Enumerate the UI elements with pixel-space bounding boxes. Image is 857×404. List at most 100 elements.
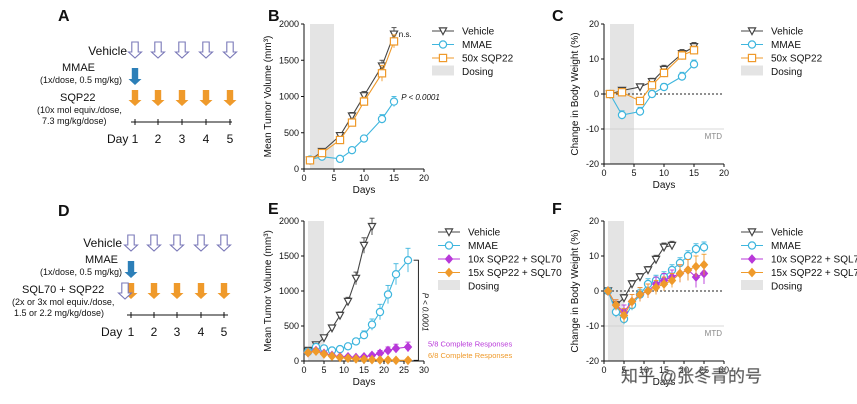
sql70-dose-arrow: [117, 282, 133, 300]
data-point: [647, 89, 657, 99]
legend-label: 50x SQP22: [462, 54, 514, 65]
data-point: [699, 259, 709, 270]
series-15x-sqp22-sql70: [303, 346, 413, 366]
data-point: [343, 353, 353, 364]
data-point: [351, 274, 361, 284]
panel-d-schematic: D Vehicle MMAE (1x/dose, 0.5 mg/kg) SQL7…: [12, 203, 232, 339]
legend-marker: [747, 27, 757, 36]
drug-dose-arrow-day5: [217, 283, 231, 299]
data-point: [603, 286, 613, 296]
data-point: [347, 145, 357, 155]
day-number-3: 3: [174, 325, 181, 339]
significance-annotation: P < 0.0001: [401, 93, 440, 102]
data-point: [667, 275, 677, 286]
y-tick-label: 10: [589, 54, 599, 64]
data-point: [651, 255, 661, 265]
panel-d-letter: D: [58, 203, 70, 220]
x-tick-label: 5: [321, 365, 326, 375]
p-value-annotation: P < 0.0001: [420, 293, 429, 332]
vehicle-dose-arrow-day1: [127, 41, 143, 59]
data-point: [335, 135, 345, 145]
legend-label: 15x SQP22 + SQL70: [468, 268, 562, 279]
legend-label: Vehicle: [462, 27, 495, 38]
legend-swatch-dosing: [741, 65, 763, 76]
y-axis-title: Change in Body Weight (%): [570, 32, 581, 155]
legend-label: Dosing: [462, 67, 493, 78]
panel-d-day-label: Day: [101, 325, 122, 339]
data-point: [319, 349, 329, 359]
legend-label: 10x SQP22 + SQL70: [468, 255, 562, 266]
legend-marker: [747, 267, 757, 278]
panel-a-schematic: A Vehicle MMAE (1x/dose, 0.5 mg/kg) SQP2…: [37, 8, 238, 146]
panel-d-mmae-dose: (1x/dose, 0.5 mg/kg): [40, 267, 122, 277]
panel-d-combo-label: SQL70 + SQP22: [22, 284, 104, 296]
data-point: [359, 354, 369, 365]
panel-d-mmae-label: MMAE: [85, 254, 118, 266]
data-point: [335, 311, 345, 321]
data-point: [347, 112, 357, 121]
data-point: [691, 244, 701, 254]
x-axis-title: Days: [653, 180, 676, 191]
legend-swatch-dosing: [432, 65, 454, 76]
data-point: [317, 148, 327, 158]
legend: Vehicle MMAE 50x SQP22 Dosing: [432, 27, 514, 78]
drug-dose-arrow-day2: [147, 283, 161, 299]
data-point: [627, 296, 637, 307]
data-point: [627, 280, 637, 289]
data-point: [351, 354, 361, 364]
drug-dose-arrow-day1: [128, 90, 142, 106]
panel-a-mmae-label: MMAE: [62, 62, 95, 74]
mtd-label: MTD: [705, 132, 723, 141]
y-axis-title: Mean Tumor Volume (mm³): [263, 36, 274, 158]
data-point: [367, 320, 377, 329]
data-point: [383, 345, 393, 356]
data-point: [635, 289, 645, 300]
data-point: [335, 154, 345, 164]
panel-f-letter: F: [552, 201, 562, 218]
data-point: [635, 83, 645, 92]
y-tick-label: -20: [586, 356, 599, 366]
x-tick-label: 15: [659, 365, 669, 375]
panel-c-letter: C: [552, 8, 564, 25]
complete-response-annotation: 6/8 Complete Responses: [428, 351, 512, 360]
data-point: [683, 251, 693, 261]
x-tick-label: 0: [601, 365, 606, 375]
data-point: [327, 324, 337, 333]
data-point: [635, 273, 645, 282]
data-point: [391, 270, 401, 279]
panel-e-letter: E: [268, 201, 279, 218]
panel-e-tumor-volume-chart: 0 5 10 15 20 25 30 0 500 1000 1500 2000 Days Mean Tum…: [263, 216, 562, 388]
y-tick-label: 0: [294, 356, 299, 366]
x-tick-label: 30: [419, 365, 429, 375]
data-point: [383, 355, 393, 365]
data-point: [359, 134, 369, 143]
x-tick-label: 20: [419, 173, 429, 183]
y-tick-label: 1000: [279, 92, 299, 102]
legend: Vehicle MMAE 50x SQP22 Dosing: [741, 27, 823, 78]
data-point: [359, 92, 369, 101]
x-tick-label: 25: [399, 365, 409, 375]
x-tick-label: 20: [679, 365, 689, 375]
data-point: [377, 114, 387, 124]
data-point: [659, 243, 669, 253]
data-point: [677, 72, 687, 81]
data-point: [403, 342, 413, 352]
data-point: [343, 297, 353, 307]
vehicle-dose-arrow-day2: [150, 41, 166, 59]
legend-label: Dosing: [771, 67, 802, 78]
data-point: [683, 265, 693, 275]
data-point: [391, 343, 401, 354]
mtd-label: MTD: [705, 329, 723, 338]
data-point: [699, 243, 709, 252]
complete-response-annotation: 5/8 Complete Responses: [428, 339, 512, 348]
y-tick-label: 500: [284, 128, 299, 138]
data-point: [319, 334, 329, 343]
data-point: [659, 279, 669, 289]
legend: Vehicle MMAE 10x SQP22 + SQL70 15x SQP22 + …: [741, 228, 857, 293]
data-point: [675, 268, 685, 279]
data-point: [403, 355, 413, 366]
y-tick-label: 0: [594, 89, 599, 99]
panel-b-tumor-volume-chart: 0 5 10 15 20 0 500 1000 1500 2000 Days Mean Tumor V…: [263, 19, 514, 196]
data-point: [359, 97, 369, 106]
panel-c-body-weight-chart: MTD 0 5 10 15 20 -20 -10 0 10 20 Days Change in Body…: [570, 19, 823, 191]
